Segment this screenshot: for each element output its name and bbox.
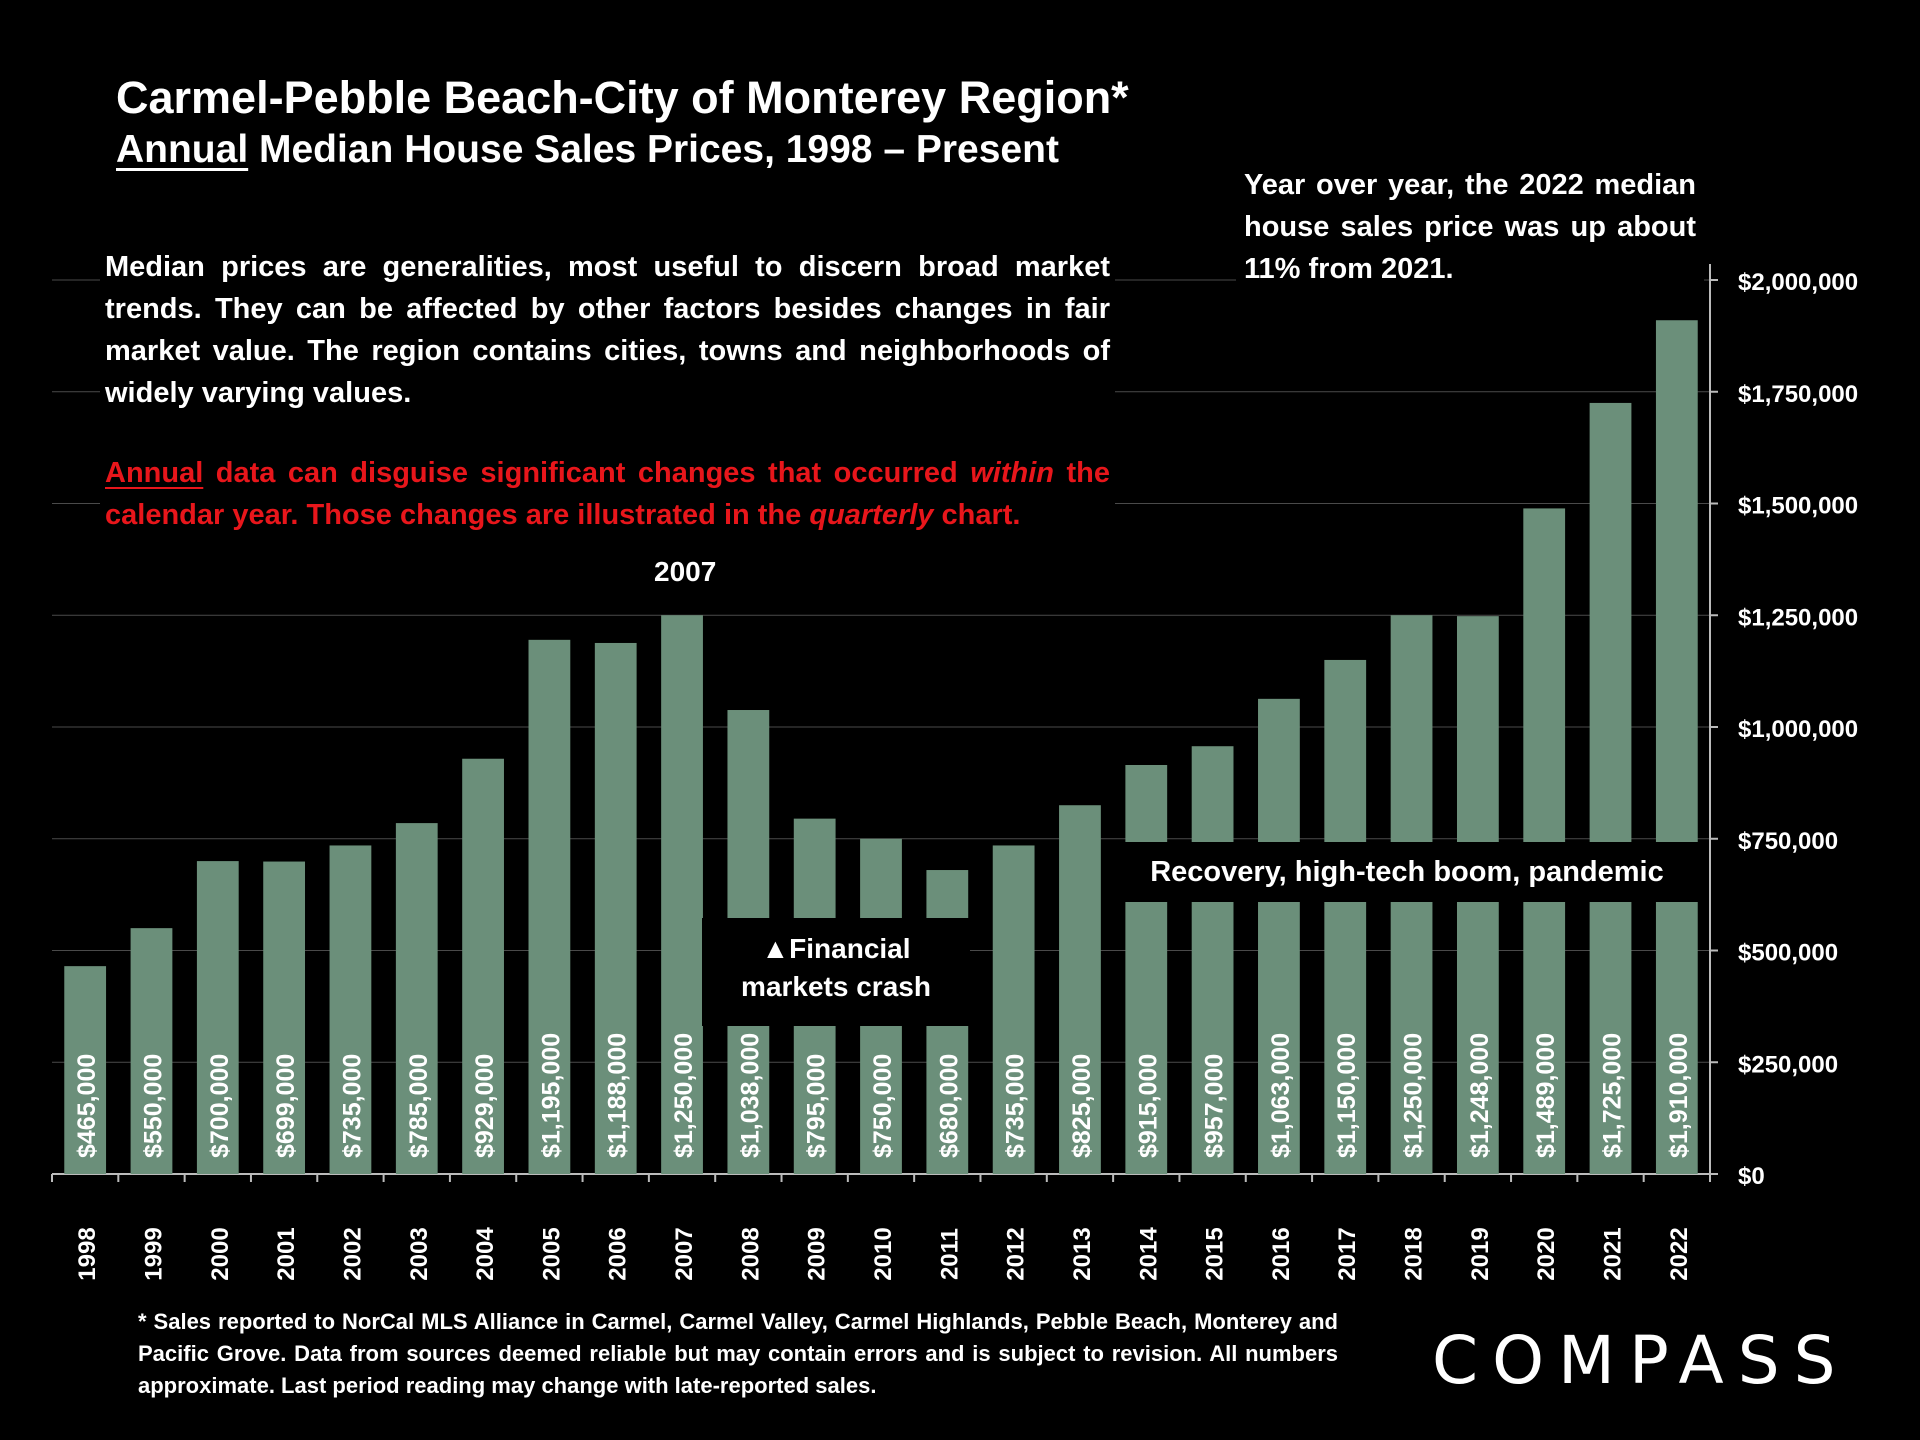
chart-title: Carmel-Pebble Beach-City of Monterey Reg… [116, 72, 1129, 123]
note-red-part6: chart. [933, 499, 1021, 531]
bar-2014 [1125, 764, 1168, 1174]
x-tick-label: 2010 [870, 1227, 897, 1280]
x-tick-label: 2000 [207, 1227, 234, 1280]
y-tick-label: $500,000 [1738, 940, 1838, 967]
bar-1999 [130, 928, 173, 1174]
chart-subtitle: Annual Median House Sales Prices, 1998 –… [116, 128, 1059, 172]
x-tick-label: 2003 [406, 1227, 433, 1280]
bar-value-label: $1,038,000 [736, 1033, 764, 1158]
bar-2004 [462, 758, 504, 1174]
x-tick-label: 2012 [1003, 1227, 1030, 1280]
x-tick-label: 2014 [1135, 1227, 1162, 1281]
bar-value-label: $550,000 [139, 1054, 167, 1158]
note-red-quarterly: quarterly [809, 499, 934, 531]
x-tick-label: 2008 [737, 1227, 764, 1280]
bar-value-label: $1,063,000 [1267, 1033, 1295, 1158]
peak-year-label: 2007 [654, 556, 717, 587]
note-text: Median prices are generalities, most use… [105, 251, 1110, 409]
bar-2006 [594, 642, 637, 1174]
y-tick-label: $1,250,000 [1738, 604, 1858, 631]
x-tick-label: 2015 [1202, 1227, 1229, 1280]
x-tick-label: 2022 [1666, 1227, 1693, 1280]
bar-value-label: $700,000 [206, 1054, 234, 1158]
y-tick-label: $2,000,000 [1738, 269, 1858, 296]
subtitle-rest: Median House Sales Prices, 1998 – Presen… [248, 128, 1059, 171]
yoy-note: Year over year, the 2022 median house sa… [1236, 160, 1704, 298]
bar-value-label: $929,000 [471, 1054, 499, 1158]
x-tick-label: 2005 [538, 1227, 565, 1280]
bar-2002 [329, 845, 372, 1174]
x-tick-label: 2018 [1401, 1227, 1428, 1280]
bar-value-label: $735,000 [1002, 1054, 1030, 1158]
bar-value-label: $750,000 [869, 1054, 897, 1158]
footnote: * Sales reported to NorCal MLS Alliance … [138, 1309, 1338, 1398]
bar-value-label: $825,000 [1068, 1054, 1096, 1158]
y-tick-label: $1,500,000 [1738, 493, 1858, 520]
bar-value-label: $465,000 [73, 1054, 101, 1158]
annual-data-note: Annual data can disguise significant cha… [105, 452, 1110, 536]
y-tick-label: $1,750,000 [1738, 381, 1858, 408]
bar-2022 [1655, 320, 1698, 1175]
bar-value-label: $1,725,000 [1599, 1033, 1627, 1158]
median-prices-note: Median prices are generalities, most use… [100, 240, 1115, 546]
bar-value-label: $699,000 [272, 1054, 300, 1158]
bar-value-label: $1,150,000 [1333, 1033, 1361, 1158]
x-tick-label: 1999 [140, 1227, 167, 1280]
recovery-annotation: Recovery, high-tech boom, pandemic [1116, 842, 1698, 902]
bar-2003 [395, 823, 438, 1174]
bar-2007 [661, 615, 703, 1174]
y-tick-label: $750,000 [1738, 828, 1838, 855]
bar-1998 [64, 966, 107, 1174]
bar-value-label: $915,000 [1134, 1054, 1162, 1158]
bar-value-label: $1,188,000 [604, 1033, 632, 1158]
bar-2000 [196, 861, 239, 1174]
bar-value-label: $1,195,000 [537, 1033, 565, 1158]
bar-2013 [1059, 805, 1101, 1174]
x-tick-label: 2013 [1069, 1227, 1096, 1280]
crash-line2: markets crash [741, 971, 931, 1002]
x-tick-label: 2019 [1467, 1227, 1494, 1280]
y-tick-label: $1,000,000 [1738, 716, 1858, 743]
x-tick-label: 2011 [936, 1228, 963, 1280]
x-tick-label: 2020 [1533, 1227, 1560, 1280]
bar-2015 [1191, 746, 1234, 1174]
compass-logo: COMPASS [1432, 1322, 1850, 1399]
y-tick-label: $0 [1738, 1163, 1765, 1190]
bar-value-label: $785,000 [405, 1054, 433, 1158]
note-red-annual: Annual [105, 457, 204, 489]
x-tick-label: 2006 [605, 1227, 632, 1280]
x-tick-label: 2021 [1600, 1227, 1627, 1280]
note-red-part4: the calendar year. Those changes are ill… [105, 457, 1110, 531]
x-tick-label: 2004 [472, 1227, 499, 1281]
x-tick-label: 2016 [1268, 1227, 1295, 1280]
bar-value-label: $957,000 [1201, 1054, 1229, 1158]
x-tick-label: 1998 [74, 1227, 101, 1280]
bar-value-label: $795,000 [803, 1054, 831, 1158]
bar-value-label: $1,250,000 [670, 1033, 698, 1158]
bar-value-label: $1,248,000 [1466, 1033, 1494, 1158]
bar-2021 [1589, 402, 1632, 1174]
bar-2001 [263, 861, 306, 1174]
note-red-part2: data can disguise significant changes th… [203, 457, 971, 489]
x-tick-label: 2009 [804, 1227, 831, 1280]
y-tick-label: $250,000 [1738, 1051, 1838, 1078]
bar-2012 [992, 845, 1035, 1174]
bar-value-label: $680,000 [935, 1054, 963, 1158]
x-tick-label: 2017 [1334, 1227, 1361, 1280]
x-tick-label: 2002 [339, 1227, 366, 1280]
note-red-within: within [970, 457, 1055, 489]
x-tick-label: 2001 [273, 1227, 300, 1280]
crash-annotation: ▲Financial markets crash [702, 918, 970, 1026]
bar-2017 [1324, 659, 1367, 1174]
bar-value-label: $1,489,000 [1532, 1033, 1560, 1158]
bar-2005 [528, 639, 571, 1174]
bar-value-label: $735,000 [338, 1054, 366, 1158]
crash-line1: ▲Financial [761, 933, 911, 964]
bar-value-label: $1,910,000 [1665, 1033, 1693, 1158]
subtitle-annual: Annual [116, 128, 249, 171]
x-tick-label: 2007 [671, 1227, 698, 1280]
bar-2016 [1258, 698, 1300, 1174]
bar-value-label: $1,250,000 [1400, 1033, 1428, 1158]
bar-2020 [1523, 508, 1566, 1174]
